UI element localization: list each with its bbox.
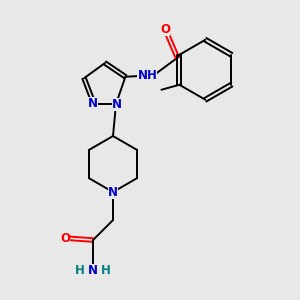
Text: H: H: [75, 264, 85, 277]
Text: N: N: [112, 98, 122, 111]
Text: NH: NH: [137, 69, 157, 82]
Text: O: O: [60, 232, 70, 244]
Text: O: O: [160, 23, 170, 36]
Text: N: N: [108, 186, 118, 199]
Text: H: H: [101, 264, 111, 277]
Text: N: N: [88, 97, 98, 110]
Text: N: N: [88, 264, 98, 277]
